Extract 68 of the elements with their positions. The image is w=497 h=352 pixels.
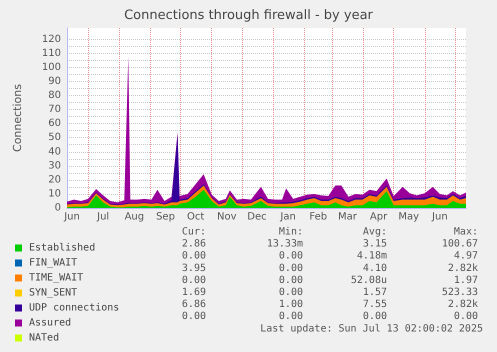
y-tick-label: 120 <box>42 34 61 45</box>
y-tick-label: 50 <box>48 132 61 144</box>
text: 1.69 <box>182 287 206 298</box>
x-tick-label: May <box>398 212 420 222</box>
y-tick-label: 0 <box>54 202 61 214</box>
text: Last update: Sun Jul 13 02:00:02 2025 <box>260 323 483 334</box>
text: 2.82k <box>448 299 478 310</box>
legend-label: Established <box>29 242 96 254</box>
text: 0.00 <box>278 274 303 286</box>
legend-label: UDP connections <box>29 302 120 314</box>
text: 7.55 <box>362 299 387 310</box>
x-tick-label: Dec <box>247 212 267 222</box>
text: 0.00 <box>182 311 206 322</box>
x-tick-label: Mar <box>338 212 358 222</box>
text: 0.00 <box>454 311 478 322</box>
y-tick-label: 70 <box>48 104 61 116</box>
text: 0.00 <box>278 262 303 274</box>
text: 523.33 <box>442 287 478 298</box>
text: 2.86 <box>182 238 206 250</box>
text: 100.67 <box>442 238 478 250</box>
x-tick-label: Jul <box>96 212 110 222</box>
text: 4.18m <box>356 250 387 262</box>
x-tick-label: Nov <box>217 212 237 222</box>
text: 4.97 <box>454 250 478 262</box>
legend-label: NATed <box>29 332 60 344</box>
text: 1.97 <box>454 274 478 286</box>
x-tick-label: Sep <box>156 212 175 222</box>
text: 3.95 <box>182 262 206 274</box>
y-tick-label: 40 <box>48 146 61 158</box>
y-tick-label: 60 <box>48 118 61 130</box>
text: 3.15 <box>362 238 387 250</box>
x-tick-label: Apr <box>370 212 388 222</box>
y-tick-label: 90 <box>48 76 61 87</box>
legend-label: SYN_SENT <box>29 288 78 298</box>
y-tick-label: 10 <box>48 188 61 200</box>
y-axis-title: Connections <box>11 84 24 152</box>
text: 0.00 <box>278 250 303 262</box>
text: 6.86 <box>182 299 206 310</box>
text: 0.00 <box>182 274 206 286</box>
text: Max: <box>454 226 478 238</box>
y-tick-label: 80 <box>48 90 61 101</box>
text: Cur: <box>182 226 206 238</box>
x-tick-label: Oct <box>186 212 204 222</box>
y-tick-label: 30 <box>48 160 61 172</box>
text: 0.00 <box>362 311 387 322</box>
text: 52.08u <box>350 274 387 286</box>
legend-label: FIN_WAIT <box>29 258 78 268</box>
text: 1.57 <box>362 287 387 298</box>
y-tick-label: 20 <box>48 174 61 186</box>
x-tick-label: Jun <box>431 212 448 222</box>
text: Avg: <box>362 226 387 238</box>
legend-label: TIME_WAIT <box>29 272 84 284</box>
text: 1.00 <box>278 299 303 310</box>
x-tick-label: Feb <box>309 212 328 222</box>
text: 0.00 <box>278 287 303 298</box>
x-tick-label: Aug <box>124 212 144 222</box>
text: 0.00 <box>182 250 206 262</box>
x-tick-label: Jan <box>279 212 296 222</box>
y-tick-label: 110 <box>42 48 61 59</box>
text: Min: <box>278 226 303 238</box>
text: 2.82k <box>448 262 478 274</box>
text: 4.10 <box>362 262 387 274</box>
chart-title: Connections through firewall - by year <box>124 8 374 23</box>
y-tick-label: 100 <box>42 62 61 73</box>
x-tick-label: Jun <box>63 212 80 222</box>
text: 0.00 <box>278 311 303 322</box>
text: 13.33m <box>266 238 303 250</box>
legend-label: Assured <box>29 318 72 328</box>
